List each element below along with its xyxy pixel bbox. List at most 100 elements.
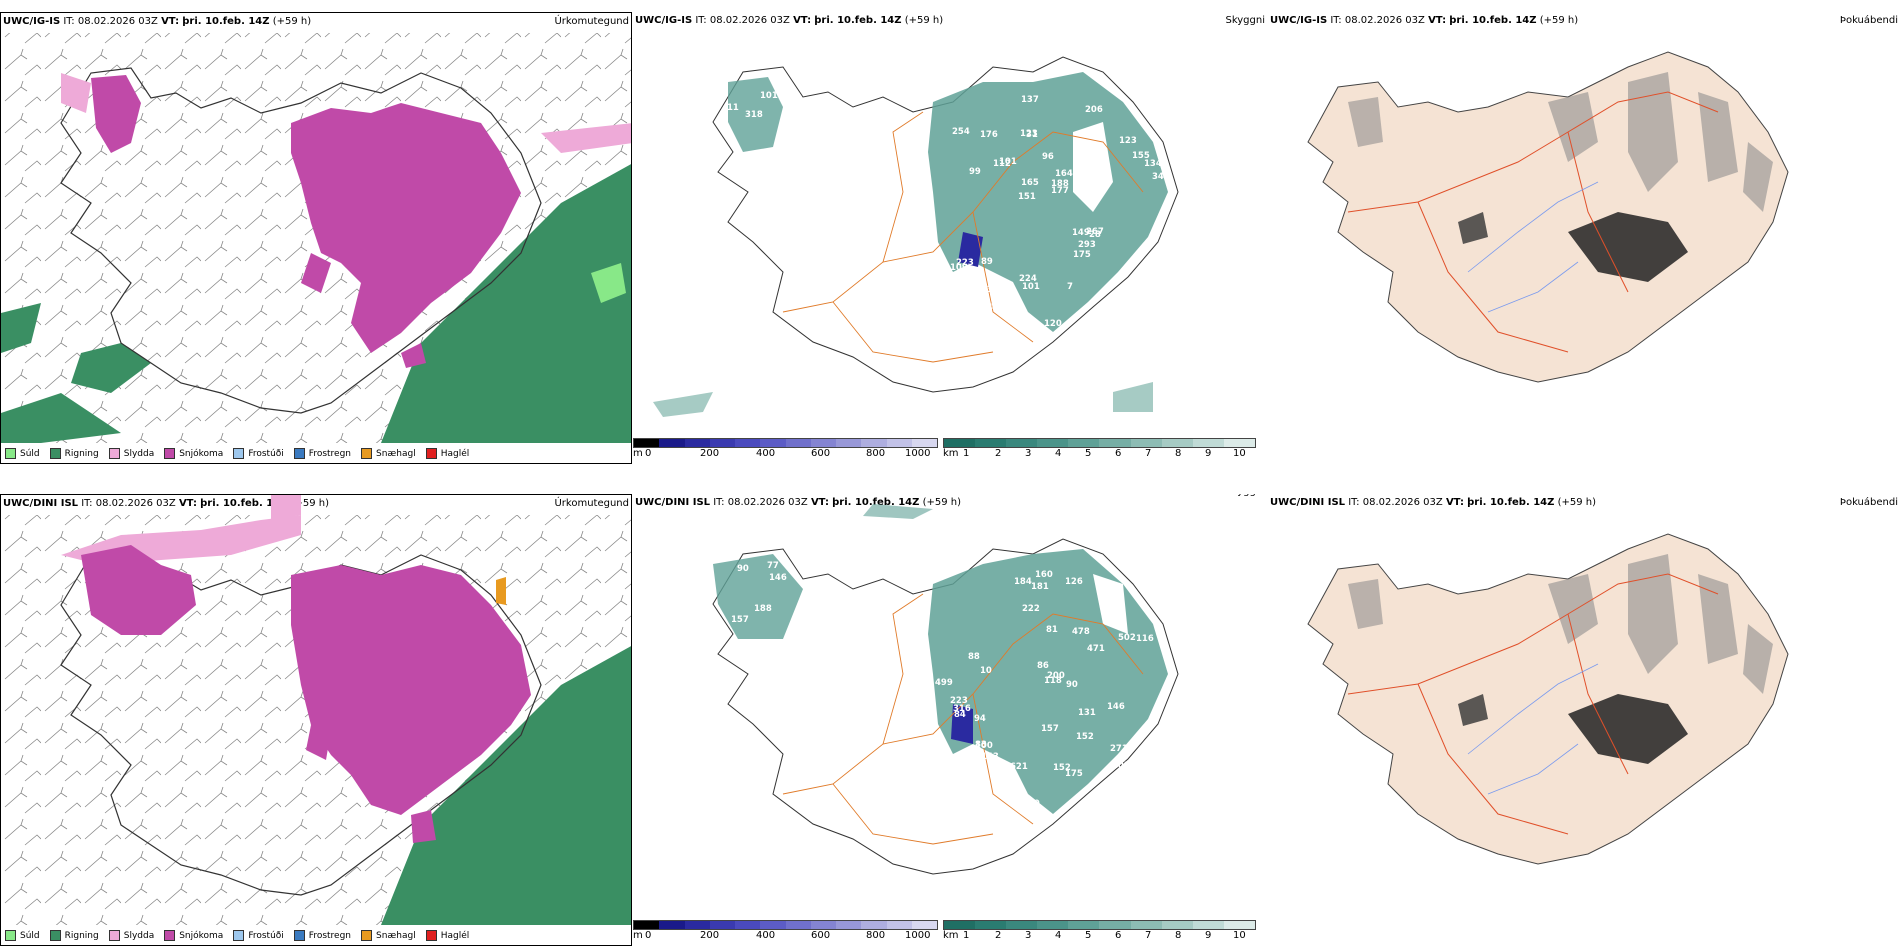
colorbar-tick: 8 — [1175, 930, 1182, 941]
colorbar-step — [760, 921, 786, 929]
panel-title: Úrkomutegund — [554, 16, 629, 27]
colorbar-step — [1130, 921, 1162, 929]
legend-item: Súld — [5, 448, 40, 459]
visibility-colorbar: km 1 2 3 4 5 6 7 8 9 10 — [943, 920, 1256, 941]
peak-label: 155 — [1132, 151, 1150, 161]
colorbar-step — [810, 921, 836, 929]
sleet-area — [271, 495, 301, 520]
peak-label: 222 — [1022, 604, 1040, 614]
visibility-area — [1113, 382, 1153, 412]
fog-panel-row2: UWC/DINI ISL IT: 08.02.2026 03Z VT: þri.… — [1268, 494, 1900, 946]
peak-label: 276 — [776, 139, 794, 149]
elevation-area — [958, 232, 983, 267]
snow-area — [411, 810, 436, 843]
colorbar-step — [836, 439, 862, 447]
peak-label: 113 — [975, 285, 993, 295]
colorbar-tick: 10 — [1233, 930, 1246, 941]
peak-label: 146 — [769, 573, 787, 583]
colorbar-tick: 0 — [645, 930, 652, 941]
clear-area — [1093, 574, 1128, 634]
panel-header: UWC/IG-IS IT: 08.02.2026 03Z VT: þri. 10… — [3, 16, 312, 27]
road-network — [782, 593, 1144, 845]
legend-item: Snæhagl — [361, 930, 416, 941]
peak-label: 164 — [1055, 169, 1073, 179]
colorbar-tick: 6 — [1115, 930, 1122, 941]
peak-label: 81 — [1046, 625, 1058, 635]
legend-swatch — [5, 448, 16, 459]
colorbar-step — [1223, 439, 1255, 447]
peak-label: 152 — [1053, 763, 1071, 773]
peak-label: 318 — [745, 110, 763, 120]
colorbar-step — [911, 921, 937, 929]
peak-label: 203 — [1112, 761, 1130, 771]
colorbar-tick: 800 — [866, 930, 886, 941]
peak-label: 123 — [1020, 129, 1038, 139]
peak-label: 86 — [1037, 661, 1049, 671]
peak-label: 184 — [1014, 577, 1032, 587]
peak-label: 254 — [952, 127, 970, 137]
peak-label: 126 — [1065, 577, 1083, 587]
legend-swatch — [233, 448, 245, 459]
peak-label: 96 — [1042, 152, 1054, 162]
colorbar-step — [785, 439, 811, 447]
colorbar-step — [1068, 921, 1100, 929]
visibility-colorbar: km 1 2 3 4 5 6 7 8 9 10 — [943, 438, 1256, 459]
legend-item: Frostúði — [233, 448, 284, 459]
visibility-panel-row2: UWC/DINI ISL IT: 08.02.2026 03Z VT: þri.… — [633, 494, 1267, 946]
peak-label: 151 — [1018, 192, 1036, 202]
legend-item: Frostregn — [293, 448, 351, 459]
peak-label: 101 — [760, 91, 778, 101]
fog-area — [1568, 212, 1688, 282]
legend-item: Frostregn — [293, 930, 351, 941]
precip-legend: Súld Rigning Slydda Snjókoma Frostúði Fr… — [5, 448, 469, 459]
peak-label: 165 — [1021, 178, 1039, 188]
peak-label: 223 — [950, 696, 968, 706]
peak-labels: 276 11 84 318 101 137 123 96 223 101 129 113 31 164 28… — [727, 85, 1170, 329]
colorbar-unit: m — [633, 448, 643, 459]
precip-type-panel-row2: UWC/DINI ISL IT: 08.02.2026 03Z VT: þri.… — [0, 494, 632, 946]
peak-label: 188 — [1051, 179, 1069, 189]
colorbar-tick: 200 — [700, 930, 720, 941]
river-network — [1467, 663, 1599, 795]
peak-label: 101 — [1022, 282, 1040, 292]
legend-swatch — [49, 930, 61, 941]
peak-label: 149 — [1072, 228, 1090, 238]
peak-label: 175 — [1065, 769, 1083, 779]
legend-swatch — [5, 930, 16, 941]
coastline — [60, 549, 542, 896]
panel-title: Úrkomutegund — [554, 498, 629, 509]
panel-title: Þokuábendi — [1839, 497, 1898, 508]
colorbar-tick: 4 — [1055, 448, 1062, 459]
peak-label: 100 — [975, 741, 993, 751]
colorbar-step — [1006, 439, 1038, 447]
colorbar-step — [810, 439, 836, 447]
sleet-area — [61, 73, 91, 113]
colorbar-tick: 1000 — [905, 930, 931, 941]
colorbar-step — [1161, 921, 1193, 929]
legend-swatch — [164, 930, 176, 941]
peak-label: 146 — [1107, 702, 1125, 712]
peak-label: 7 — [1067, 282, 1073, 292]
legend-swatch — [425, 930, 437, 941]
visibility-area — [653, 392, 713, 417]
peak-label: 84 — [777, 85, 789, 95]
colorbar-step — [861, 921, 887, 929]
colorbar-step — [911, 439, 937, 447]
colorbar-step — [944, 439, 976, 447]
colorbar-tick: 200 — [700, 448, 720, 459]
legend-item: Snæhagl — [361, 448, 416, 459]
colorbar-step — [659, 439, 685, 447]
fog-area — [1568, 694, 1688, 764]
fog-map — [1307, 51, 1789, 383]
peak-label: 271 — [1110, 744, 1128, 754]
peak-label: 143 — [981, 752, 999, 762]
panel-header: UWC/DINI ISL IT: 08.02.2026 03Z VT: þri.… — [3, 498, 330, 509]
colorbar-tick: 9 — [1205, 930, 1212, 941]
peak-label: 137 — [959, 310, 977, 320]
peak-label: 175 — [1073, 250, 1091, 260]
colorbar-tick: 2 — [995, 448, 1002, 459]
peak-label: 89 — [981, 257, 993, 267]
precip-type-map — [1, 495, 631, 945]
colorbar-step — [886, 439, 912, 447]
peak-label: 177 — [1051, 186, 1069, 196]
